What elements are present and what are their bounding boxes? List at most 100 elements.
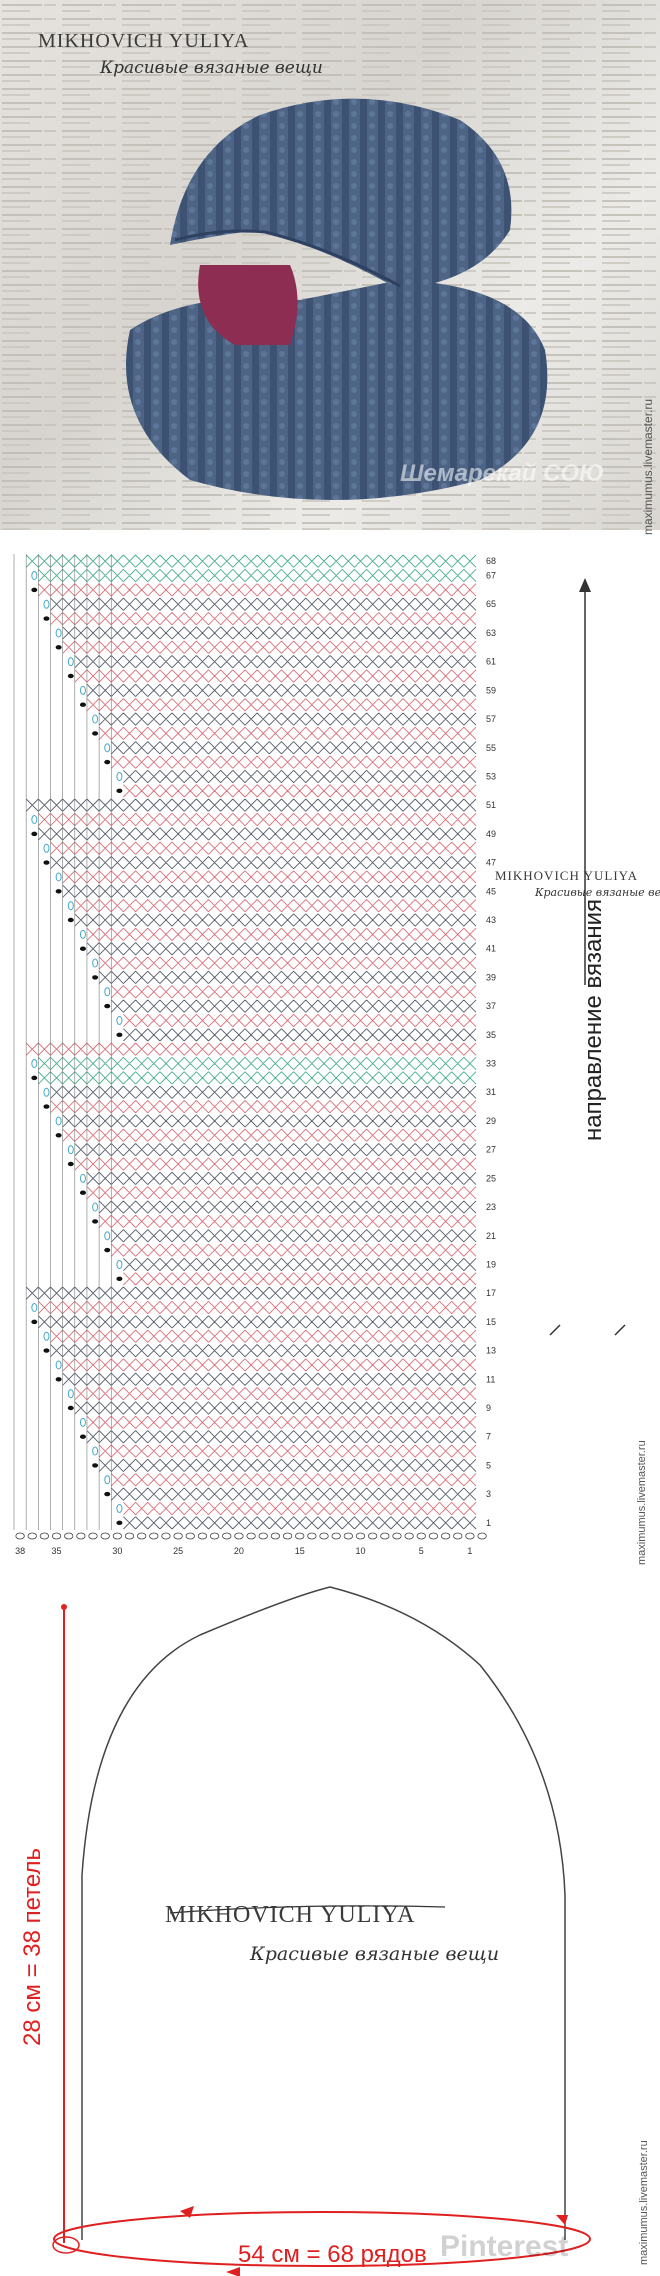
stitch-row bbox=[86, 927, 477, 941]
stitch-row bbox=[86, 1415, 477, 1429]
stitch-row bbox=[74, 1401, 477, 1415]
row-label: 35 bbox=[486, 1030, 496, 1040]
column-label: 10 bbox=[355, 1546, 365, 1556]
stitch-row bbox=[123, 1516, 477, 1530]
chain-loop bbox=[55, 1360, 62, 1370]
stitch-row bbox=[37, 1301, 477, 1315]
chain-loop bbox=[79, 1173, 86, 1183]
stitch-row bbox=[37, 813, 477, 827]
slouchy-hat bbox=[170, 98, 512, 291]
turn-dot bbox=[43, 1104, 50, 1109]
chain-loop bbox=[55, 628, 62, 638]
chain-loop bbox=[31, 1059, 38, 1069]
crochet-chart-grid: 68 67 65 63 61 59 57 55 53 51 49 47 45 4… bbox=[13, 554, 626, 1556]
column-label: 30 bbox=[112, 1546, 122, 1556]
chain-loop bbox=[104, 1475, 111, 1485]
row-label: 37 bbox=[486, 1001, 496, 1011]
stitch-row bbox=[74, 669, 477, 683]
row-label: 31 bbox=[486, 1087, 496, 1097]
stitch-row bbox=[86, 1430, 477, 1444]
row-label: 68 bbox=[486, 556, 496, 566]
photo-watermark: Шемарекай СОЮ bbox=[400, 460, 605, 487]
brim-arrow-icon bbox=[556, 2215, 568, 2225]
row-label: 7 bbox=[486, 1432, 491, 1442]
hat-outline bbox=[81, 1586, 566, 2240]
row-label: 63 bbox=[486, 628, 496, 638]
chain-loop bbox=[116, 1259, 123, 1269]
chain-loop bbox=[92, 714, 99, 724]
stitch-row bbox=[123, 1257, 477, 1271]
row-label: 13 bbox=[486, 1346, 496, 1356]
row-label: 67 bbox=[486, 571, 496, 581]
chain-loop bbox=[55, 872, 62, 882]
chain-loop bbox=[116, 1503, 123, 1513]
stitch-row bbox=[62, 870, 477, 884]
row-label: 9 bbox=[486, 1403, 491, 1413]
chain-loop bbox=[43, 1087, 50, 1097]
row-label: 5 bbox=[486, 1460, 491, 1470]
stitch-row bbox=[25, 554, 477, 568]
chain-loop bbox=[43, 1331, 50, 1341]
row-label: 49 bbox=[486, 829, 496, 839]
crochet-chart: 68 67 65 63 61 59 57 55 53 51 49 47 45 4… bbox=[0, 540, 660, 1565]
turn-dot bbox=[116, 1520, 123, 1526]
chain-loop bbox=[104, 1231, 111, 1241]
turn-dot bbox=[116, 788, 123, 794]
mannequin-head bbox=[198, 265, 298, 345]
column-label: 25 bbox=[173, 1546, 183, 1556]
stitch-row bbox=[50, 1085, 477, 1099]
stitch-row bbox=[50, 856, 477, 870]
brim-arrow-icon bbox=[180, 2206, 194, 2218]
stitch-row bbox=[74, 1387, 477, 1401]
measure-dot bbox=[61, 1604, 67, 1610]
column-label: 5 bbox=[419, 1546, 424, 1556]
stitch-row bbox=[74, 1157, 477, 1171]
stitch-row bbox=[50, 1344, 477, 1358]
stitch-row bbox=[50, 597, 477, 611]
stitch-row bbox=[86, 1186, 477, 1200]
turn-dot bbox=[92, 1219, 99, 1224]
chain-loop bbox=[55, 1116, 62, 1126]
stitch-row bbox=[98, 1444, 477, 1458]
chain-loop bbox=[31, 571, 38, 581]
column-label: 20 bbox=[234, 1546, 244, 1556]
row-label: 27 bbox=[486, 1145, 496, 1155]
stitch-row bbox=[62, 1372, 477, 1386]
turn-dot bbox=[92, 731, 99, 736]
row-label: 15 bbox=[486, 1317, 496, 1327]
stitch-row bbox=[86, 1171, 477, 1185]
stitch-row bbox=[74, 913, 477, 927]
turn-dot bbox=[67, 1405, 74, 1411]
arrow-head-icon bbox=[579, 578, 591, 592]
stitch-row bbox=[98, 1200, 477, 1214]
stitch-row bbox=[98, 1458, 477, 1472]
row-label: 41 bbox=[486, 944, 496, 954]
stitch-row bbox=[62, 640, 477, 654]
stitch-row bbox=[37, 1315, 477, 1329]
row-label: 19 bbox=[486, 1259, 496, 1269]
stitch-row bbox=[74, 899, 477, 913]
row-label: 1 bbox=[486, 1518, 491, 1528]
turn-dot bbox=[79, 1434, 86, 1439]
turn-dot bbox=[31, 1319, 38, 1325]
stitch-row bbox=[62, 1358, 477, 1372]
chain-loop bbox=[31, 815, 38, 825]
stitch-row bbox=[110, 741, 477, 755]
turn-dot bbox=[79, 946, 86, 951]
chain-loop bbox=[79, 1417, 86, 1427]
turn-dot bbox=[43, 616, 50, 621]
stitch-row bbox=[37, 569, 477, 583]
chain-loop bbox=[116, 1015, 123, 1025]
chain-loop bbox=[67, 901, 74, 911]
stitch-row bbox=[62, 626, 477, 640]
turn-dot bbox=[104, 1491, 111, 1497]
turn-dot bbox=[31, 1075, 38, 1081]
row-label: 39 bbox=[486, 972, 496, 982]
height-measure-label: 28 см = 38 петель bbox=[19, 1848, 46, 2046]
brim-ellipse bbox=[53, 2211, 591, 2267]
chain-loop bbox=[31, 1303, 38, 1313]
stitch-row bbox=[110, 1229, 477, 1243]
turn-dot bbox=[79, 702, 86, 707]
stitch-row bbox=[110, 999, 477, 1013]
chain-loop bbox=[43, 843, 50, 853]
